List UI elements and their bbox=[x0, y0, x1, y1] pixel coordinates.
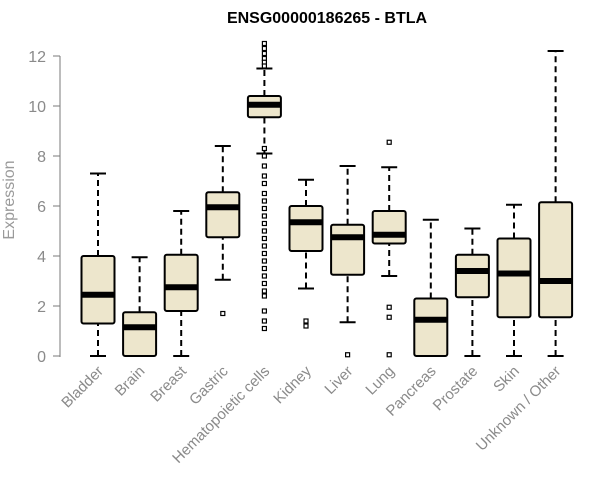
iqr-box bbox=[413, 297, 449, 357]
outlier-point bbox=[303, 318, 309, 324]
outlier-point bbox=[261, 163, 267, 169]
outlier-point bbox=[261, 273, 267, 279]
outlier-point bbox=[386, 304, 392, 310]
outlier-point bbox=[261, 243, 267, 249]
outlier-point bbox=[261, 293, 267, 299]
iqr-box bbox=[371, 210, 407, 245]
box-liver bbox=[330, 165, 366, 358]
iqr-box bbox=[80, 255, 116, 325]
outlier-point bbox=[261, 213, 267, 219]
box-pancreas bbox=[413, 218, 449, 357]
outlier-point bbox=[261, 308, 267, 314]
iqr-box bbox=[205, 191, 241, 239]
iqr-box bbox=[122, 311, 158, 357]
outlier-point bbox=[303, 323, 309, 329]
outlier-point bbox=[261, 45, 267, 52]
outlier-point bbox=[261, 325, 267, 332]
y-tick-label: 12 bbox=[28, 49, 46, 66]
box-brain bbox=[122, 256, 158, 357]
boxes-group bbox=[80, 40, 574, 358]
box-kidney bbox=[288, 178, 324, 329]
outlier-point bbox=[261, 265, 267, 272]
y-axis-ticks: 0 2 4 6 8 10 12 bbox=[28, 49, 60, 366]
outlier-point bbox=[261, 235, 267, 242]
x-category-label: Skin bbox=[490, 363, 523, 396]
outlier-point bbox=[261, 318, 267, 324]
outlier-point bbox=[261, 153, 267, 159]
x-category-label: Liver bbox=[321, 363, 356, 398]
y-tick-label: 4 bbox=[37, 249, 46, 266]
box-bladder bbox=[80, 172, 116, 357]
outlier-point bbox=[261, 50, 267, 57]
box-gastric bbox=[205, 145, 241, 317]
iqr-box bbox=[496, 237, 532, 319]
outlier-point bbox=[261, 198, 267, 204]
outlier-point bbox=[261, 228, 267, 234]
box-hematopoietic-cells bbox=[246, 40, 282, 332]
outlier-point bbox=[261, 288, 267, 294]
outlier-point bbox=[261, 145, 267, 152]
y-tick-label: 8 bbox=[37, 149, 46, 166]
iqr-box bbox=[538, 201, 574, 319]
outlier-point bbox=[220, 310, 226, 317]
outlier-point bbox=[386, 139, 392, 145]
outlier-point bbox=[261, 173, 267, 179]
y-tick-label: 10 bbox=[28, 99, 46, 116]
outlier-point bbox=[261, 220, 267, 227]
outlier-point bbox=[261, 63, 267, 69]
y-tick-label: 0 bbox=[37, 349, 46, 366]
iqr-box bbox=[454, 253, 490, 299]
outlier-point bbox=[261, 258, 267, 264]
box-breast bbox=[163, 210, 199, 357]
outlier-point bbox=[261, 280, 267, 287]
outlier-point bbox=[261, 205, 267, 212]
x-category-label: Bladder bbox=[58, 363, 107, 412]
x-category-label: Brain bbox=[112, 363, 149, 400]
outlier-point bbox=[261, 40, 267, 47]
iqr-box bbox=[330, 223, 366, 276]
y-tick-label: 2 bbox=[37, 299, 46, 316]
outlier-point bbox=[345, 352, 351, 358]
outlier-point bbox=[261, 180, 267, 187]
iqr-box bbox=[288, 205, 324, 252]
outlier-point bbox=[386, 314, 392, 320]
y-tick-label: 6 bbox=[37, 199, 46, 216]
x-category-label: Lung bbox=[362, 363, 398, 399]
outlier-point bbox=[261, 190, 267, 197]
x-category-label: Prostate bbox=[430, 363, 482, 415]
y-axis-label: Expression bbox=[1, 160, 18, 239]
box-unknown-other bbox=[538, 50, 574, 357]
chart-title: ENSG00000186265 - BTLA bbox=[227, 10, 428, 27]
outlier-point bbox=[386, 352, 392, 358]
box-prostate bbox=[454, 227, 490, 357]
box-skin bbox=[496, 203, 532, 357]
iqr-box bbox=[163, 253, 199, 312]
box-lung bbox=[371, 139, 407, 358]
outlier-point bbox=[261, 250, 267, 257]
x-category-label: Kidney bbox=[270, 362, 315, 407]
x-category-label: Breast bbox=[147, 362, 190, 405]
